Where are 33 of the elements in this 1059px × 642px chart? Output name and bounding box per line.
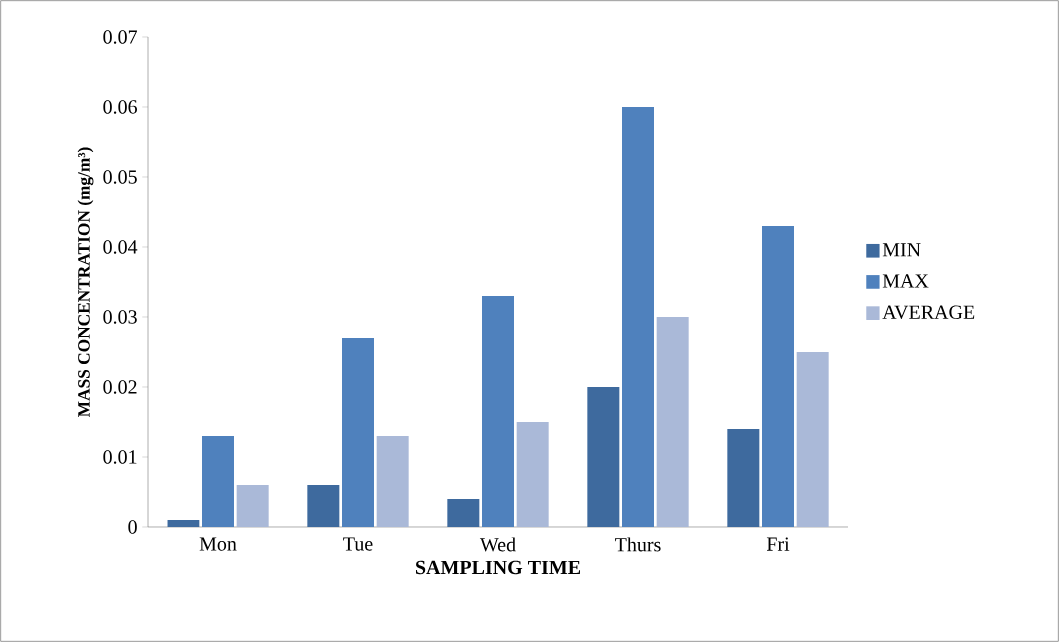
x-tick-label: Wed [479,537,516,552]
y-tick-label: 0.03 [103,310,137,324]
bar [202,436,234,527]
x-tick-label: Tue [343,537,373,551]
legend-label: MIN [882,243,921,257]
bar [236,485,269,527]
legend-label: AVERAGE [882,305,975,320]
bar [516,422,549,527]
y-tick-label: 0.04 [103,240,138,254]
bar [376,436,409,527]
bar [587,387,620,527]
y-axis-title: MASS CONCENTRATION (mg/m³) [77,147,94,418]
y-tick-label: 0.07 [103,30,138,44]
bar [796,352,829,527]
bar [307,485,340,527]
bar [727,429,760,527]
x-tick-label: Mon [199,537,237,551]
x-axis-title: SAMPLING TIME [416,560,581,575]
x-tick-label: Thurs [615,537,661,552]
bar [447,499,480,527]
bar [342,338,374,527]
bar [762,226,795,527]
x-tick-label: Fri [766,537,790,551]
legend-label: MAX [882,274,929,288]
bar [482,296,515,527]
bar [622,107,654,527]
bar [167,520,200,527]
bar [656,317,689,527]
y-tick-label: 0.05 [103,170,137,184]
y-tick-label: 0.02 [103,380,137,394]
y-tick-label: 0 [128,520,137,534]
y-tick-label: 0.01 [103,450,137,464]
y-tick-label: 0.06 [103,100,138,114]
